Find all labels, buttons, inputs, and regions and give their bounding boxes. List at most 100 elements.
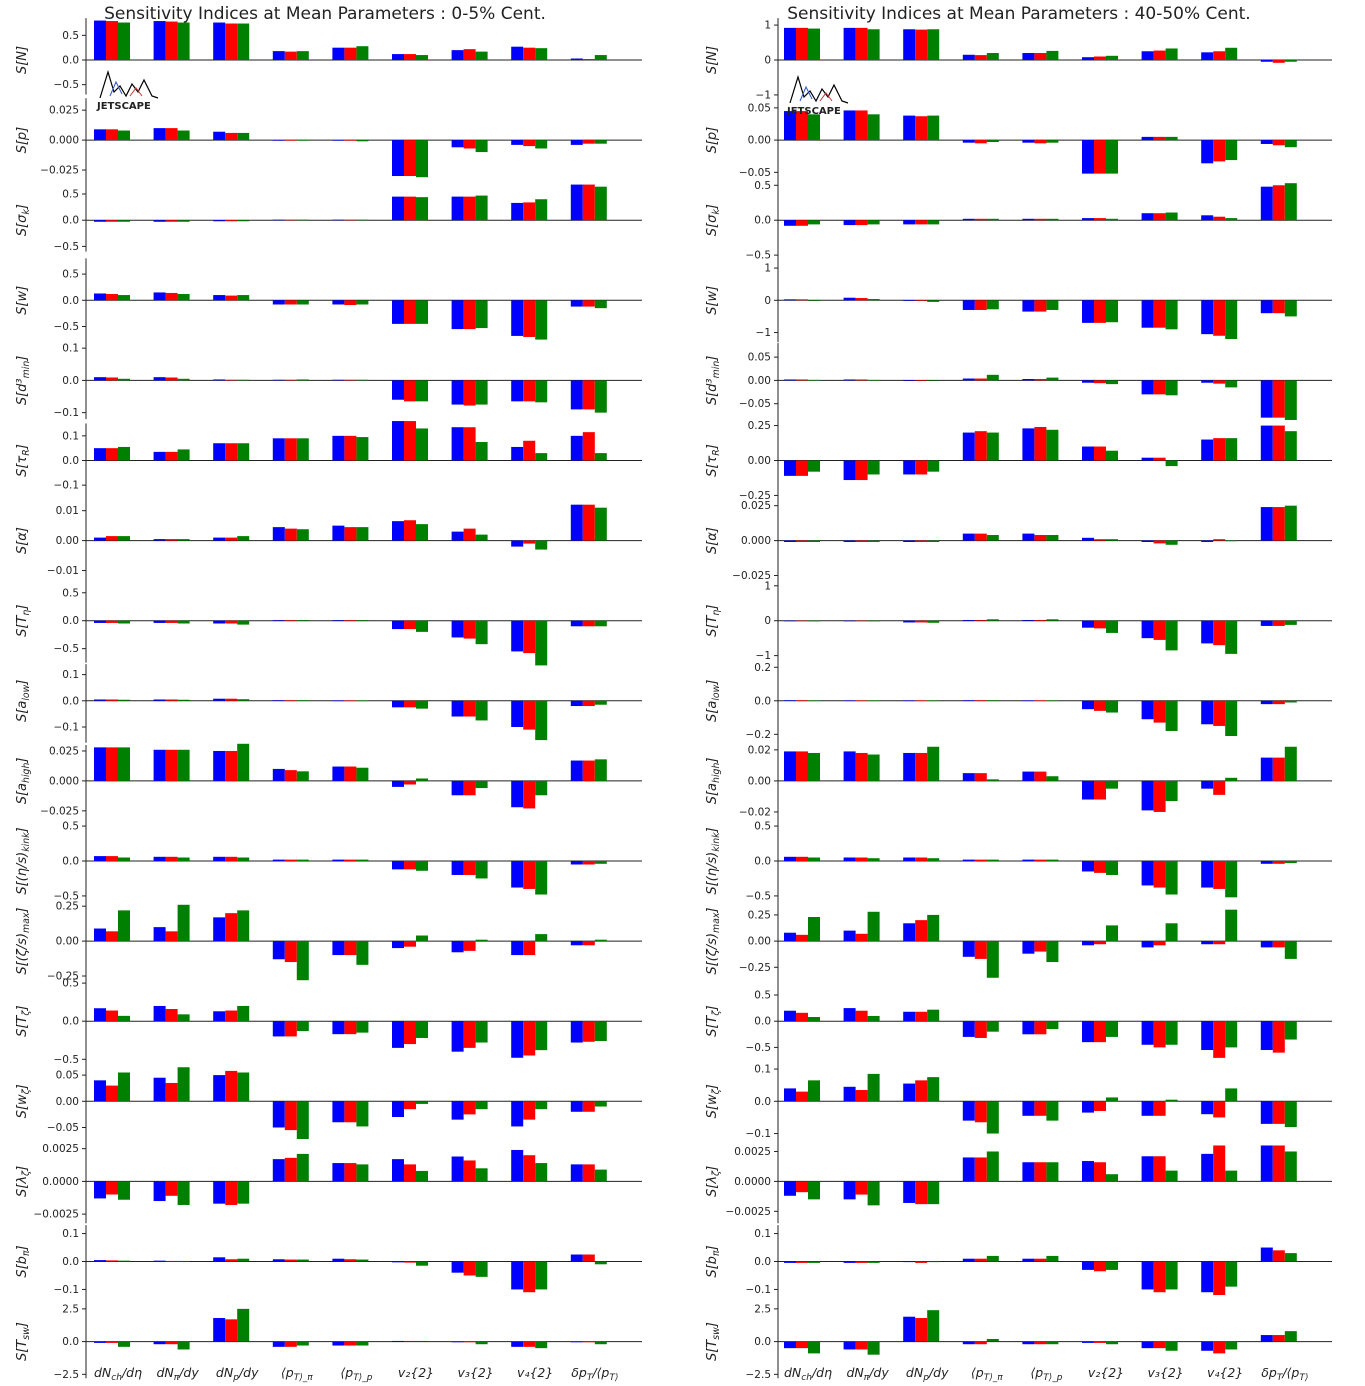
- bar-s2-c8: [1213, 620, 1226, 646]
- bar-s3-c8: [535, 934, 548, 942]
- bar-s2-c1: [796, 540, 808, 542]
- y-tick-label: 0.0: [754, 215, 771, 227]
- bar-s1-c1: [784, 700, 796, 701]
- y-axis-label: S[d³min]: [15, 356, 32, 406]
- y-axis-label: S[w]: [15, 286, 30, 315]
- bar-s1-c1: [784, 540, 796, 542]
- bar-s1-c6: [1082, 57, 1094, 60]
- y-tick-label: 0.5: [62, 189, 79, 201]
- bar-s3-c4: [296, 1259, 309, 1262]
- x-tick-label: v₂{2}: [1088, 1365, 1124, 1380]
- bar-s3-c9: [1284, 431, 1297, 461]
- bar-s3-c8: [1225, 140, 1238, 161]
- bar-s2-c5: [344, 1163, 357, 1182]
- bar-s1-c4: [272, 1159, 285, 1182]
- logo-text: JETSCAPE: [786, 106, 841, 117]
- bar-s3-c8: [535, 1341, 548, 1349]
- bar-s2-c9: [582, 861, 595, 865]
- bar-s3-c5: [356, 219, 369, 221]
- bar-s2-c5: [1034, 771, 1047, 781]
- bar-s3-c9: [1284, 300, 1297, 317]
- bar-s1-c8: [511, 700, 524, 727]
- bar-s1-c9: [1260, 425, 1273, 461]
- bar-s1-c2: [153, 699, 166, 701]
- bar-s2-c1: [106, 448, 118, 461]
- bar-s3-c2: [177, 904, 190, 942]
- bar-s3-c7: [475, 442, 488, 461]
- bar-s1-c6: [392, 1159, 404, 1182]
- bar-s1-c3: [903, 380, 916, 381]
- bar-s1-c8: [511, 202, 524, 221]
- bar-s3-c9: [594, 939, 607, 942]
- bar-s2-c7: [463, 941, 476, 951]
- bar-s3-c5: [356, 379, 369, 381]
- bar-s2-c1: [796, 700, 808, 701]
- bar-s3-c5: [356, 620, 369, 621]
- bar-s3-c1: [118, 1341, 130, 1347]
- bar-s2-c5: [1034, 300, 1047, 312]
- bar-s3-c7: [475, 1021, 488, 1043]
- bar-s1-c4: [962, 1341, 975, 1345]
- bar-s1-c5: [332, 766, 345, 781]
- bar-s3-c2: [867, 1015, 880, 1022]
- y-tick-label: 0.025: [49, 745, 79, 757]
- bar-s2-c4: [974, 859, 987, 861]
- bar-s1-c4: [272, 768, 285, 781]
- y-tick-label: −0.1: [54, 1284, 80, 1296]
- bar-s2-c4: [284, 51, 297, 60]
- bar-s1-c7: [451, 300, 464, 330]
- bar-s1-c8: [1201, 540, 1214, 542]
- bar-s1-c9: [1260, 60, 1273, 62]
- bar-s3-c4: [296, 859, 309, 861]
- bar-s2-c1: [106, 21, 118, 60]
- y-axis-label: S[(ζ/s)max]: [705, 908, 722, 975]
- bar-s3-c7: [475, 1261, 488, 1277]
- bar-s2-c4: [974, 218, 987, 221]
- bar-s1-c9: [1260, 1101, 1273, 1124]
- bar-s2-c2: [855, 298, 868, 301]
- y-tick-label: −0.0025: [725, 1206, 771, 1218]
- y-tick-label: −0.01: [47, 565, 79, 577]
- bar-s3-c7: [475, 380, 488, 405]
- bar-s3-c1: [808, 917, 820, 942]
- y-tick-label: 0.0: [754, 1096, 771, 1108]
- y-tick-label: 0.05: [748, 352, 771, 364]
- bar-s3-c2: [177, 699, 190, 701]
- y-tick-label: 0.05: [56, 1070, 79, 1082]
- panel-13: 0.5 0.0 −0.5 S[Tζ]: [15, 978, 642, 1066]
- bar-s3-c3: [927, 540, 940, 542]
- bar-s1-c7: [1141, 941, 1154, 948]
- bar-s1-c3: [213, 22, 226, 61]
- bar-s1-c3: [903, 1181, 916, 1203]
- bar-s2-c6: [1094, 539, 1106, 541]
- jetscape-logo: JETSCAPE: [96, 69, 159, 112]
- bar-s2-c4: [974, 300, 987, 310]
- bar-s1-c3: [213, 443, 226, 461]
- bar-s1-c8: [1201, 700, 1214, 725]
- bar-s2-c7: [463, 140, 476, 149]
- bar-s1-c6: [392, 1340, 404, 1342]
- y-axis-label: S[Tsw]: [705, 1322, 722, 1361]
- bar-s2-c3: [915, 300, 928, 301]
- bar-s1-c7: [1141, 700, 1154, 720]
- bar-s1-c1: [784, 220, 796, 226]
- x-tick-label: δpT/⟨pT⟩: [1261, 1365, 1308, 1383]
- bar-s2-c9: [1272, 941, 1285, 948]
- bar-s3-c9: [594, 1101, 607, 1107]
- bar-s2-c8: [1213, 140, 1226, 162]
- bar-s3-c4: [296, 140, 309, 141]
- bar-s3-c2: [867, 299, 880, 301]
- bar-s2-c6: [1094, 218, 1106, 221]
- bar-s1-c3: [903, 1261, 916, 1263]
- bar-s3-c5: [356, 1341, 369, 1346]
- bar-s2-c3: [225, 1070, 238, 1102]
- bar-s2-c8: [1213, 438, 1226, 461]
- bar-s1-c9: [570, 435, 583, 461]
- bar-s3-c9: [594, 759, 607, 781]
- bar-s1-c3: [903, 1011, 916, 1022]
- bar-s2-c8: [1213, 1101, 1226, 1118]
- bar-s1-c8: [511, 1341, 524, 1347]
- y-axis-label: S[p]: [15, 127, 30, 154]
- bar-s3-c6: [416, 300, 428, 324]
- y-tick-label: 0.25: [748, 420, 771, 432]
